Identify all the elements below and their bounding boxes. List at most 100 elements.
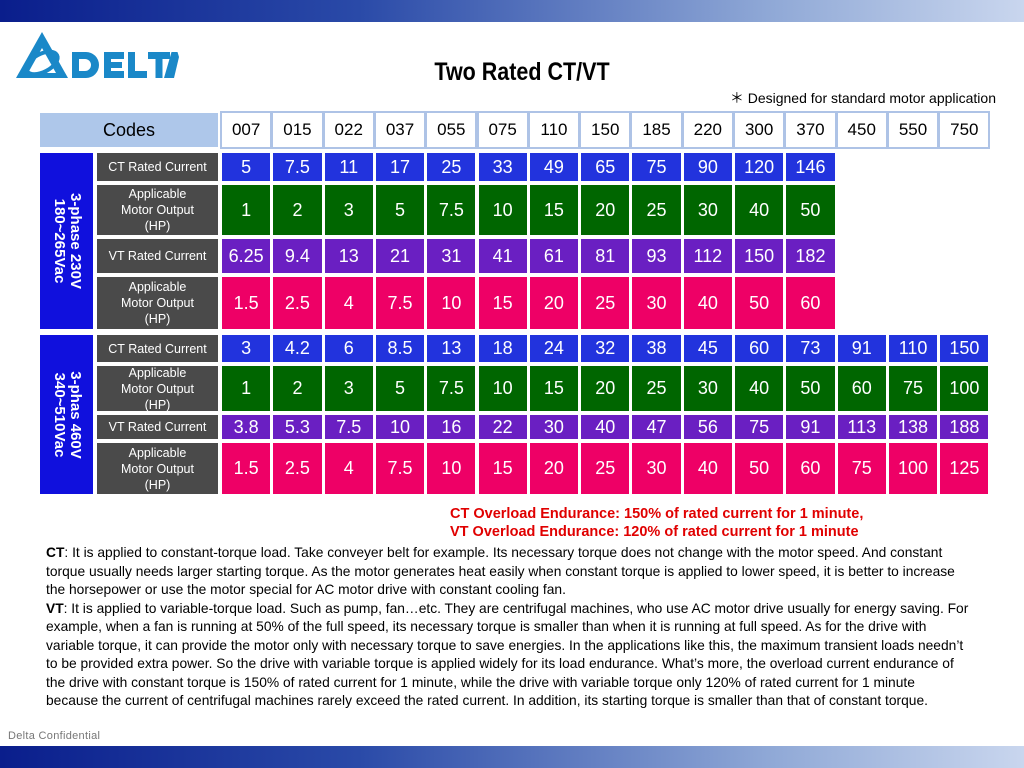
value-cell: 17 (373, 151, 427, 183)
row-label-vt: VT Rated Current (95, 413, 220, 441)
value-cell: 75 (886, 364, 940, 413)
value-cell: 6.25 (220, 237, 273, 275)
code-header-cell: 185 (630, 111, 683, 149)
vt-paragraph: VT: It is applied to variable-torque loa… (46, 600, 970, 711)
value-cell: 75 (835, 441, 888, 496)
value-cell: 30 (527, 413, 581, 441)
value-cell: 91 (835, 333, 888, 364)
codes-header-label: Codes (38, 111, 220, 149)
value-cell: 4 (322, 441, 375, 496)
value-cell: 5 (220, 151, 273, 183)
value-cell: 22 (476, 413, 529, 441)
explanation-text: CT: It is applied to constant-torque loa… (46, 544, 970, 711)
value-cell: 20 (579, 364, 632, 413)
page-title: Two Rated CT/VT (434, 58, 610, 86)
code-header-cell: 055 (425, 111, 478, 149)
voltage-band-1: 3-phas 460V 340~510Vac (38, 333, 95, 496)
value-cell: 40 (579, 413, 632, 441)
value-cell: 7.5 (322, 413, 375, 441)
value-cell: 2 (271, 364, 324, 413)
value-cell: 2.5 (271, 441, 324, 496)
row-label-line: Motor Output (121, 296, 194, 310)
code-header-cell: 110 (527, 111, 581, 149)
value-cell: 32 (579, 333, 632, 364)
value-cell: 100 (886, 441, 940, 496)
value-cell: 3 (220, 333, 273, 364)
value-cell: 73 (784, 333, 837, 364)
row-label-line: Motor Output (121, 461, 194, 476)
value-cell: 8.5 (373, 333, 427, 364)
value-cell: 150 (733, 237, 786, 275)
value-cell: 25 (630, 364, 683, 413)
vt-description: : It is applied to variable-torque load.… (46, 600, 969, 709)
value-cell: 16 (425, 413, 478, 441)
value-cell: 30 (630, 275, 683, 331)
value-cell: 2.5 (271, 275, 324, 331)
top-banner (0, 0, 1024, 22)
value-cell: 30 (681, 183, 734, 237)
value-cell: 47 (630, 413, 683, 441)
voltage-band-text: 3-phase 230V 180~265Vac (51, 193, 84, 289)
value-cell: 50 (784, 364, 837, 413)
value-cell: 18 (476, 333, 529, 364)
value-cell: 60 (835, 364, 888, 413)
value-cell: 110 (886, 333, 940, 364)
row-label-line: Applicable (128, 187, 187, 201)
value-cell: 1 (220, 183, 273, 237)
value-cell: 5 (373, 183, 427, 237)
value-cell: 50 (784, 183, 837, 237)
value-cell: 40 (681, 441, 734, 496)
value-cell: 30 (681, 364, 734, 413)
ct-overload-line: CT Overload Endurance: 150% of rated cur… (450, 506, 864, 522)
value-cell: 9.4 (271, 237, 324, 275)
value-cell: 1.5 (220, 275, 273, 331)
voltage-band-phase: 3-phas 460V (66, 370, 84, 459)
row-label-lines: Applicable Motor Output (HP) (121, 445, 194, 493)
row-label-vt: VT Rated Current (95, 237, 220, 275)
value-cell: 100 (938, 364, 991, 413)
value-cell: 90 (681, 151, 734, 183)
code-header-cell: 220 (681, 111, 734, 149)
value-cell: 40 (733, 183, 786, 237)
row-label-line: (HP) (144, 477, 171, 492)
code-header-cell: 007 (220, 111, 273, 149)
code-header-cell: 015 (271, 111, 324, 149)
value-cell: 1 (220, 364, 273, 413)
value-cell: 30 (630, 441, 683, 496)
value-cell: 182 (784, 237, 837, 275)
value-cell: 31 (425, 237, 478, 275)
value-cell: 7.5 (373, 275, 427, 331)
delta-logo (14, 28, 179, 84)
row-label-line: Motor Output (121, 203, 194, 217)
row-label-line: (HP) (144, 219, 171, 233)
value-cell: 4 (322, 275, 375, 331)
value-cell: 25 (579, 441, 632, 496)
value-cell: 41 (476, 237, 529, 275)
value-cell: 60 (784, 275, 837, 331)
row-label-app: Applicable Motor Output (HP) (95, 183, 220, 237)
value-cell: 7.5 (425, 364, 478, 413)
value-cell: 13 (425, 333, 478, 364)
value-cell: 125 (938, 441, 991, 496)
voltage-band-range: 340~510Vac (50, 372, 68, 457)
value-cell: 50 (733, 275, 786, 331)
value-cell: 75 (733, 413, 786, 441)
code-header-cell: 750 (938, 111, 991, 149)
value-cell: 3.8 (220, 413, 273, 441)
vt-term: VT (46, 600, 64, 616)
value-cell: 15 (527, 364, 581, 413)
value-cell: 93 (630, 237, 683, 275)
value-cell: 146 (784, 151, 837, 183)
value-cell: 40 (681, 275, 734, 331)
row-label-ct: CT Rated Current (95, 151, 220, 183)
value-cell: 75 (630, 151, 683, 183)
voltage-band-0: 3-phase 230V 180~265Vac (38, 151, 95, 331)
value-cell: 20 (527, 441, 581, 496)
value-cell: 60 (733, 333, 786, 364)
value-cell: 10 (476, 364, 529, 413)
row-label-line: (HP) (144, 312, 171, 326)
row-label-vth: Applicable Motor Output (HP) (95, 441, 220, 496)
value-cell: 91 (784, 413, 837, 441)
value-cell: 15 (527, 183, 581, 237)
code-header-cell: 550 (886, 111, 940, 149)
